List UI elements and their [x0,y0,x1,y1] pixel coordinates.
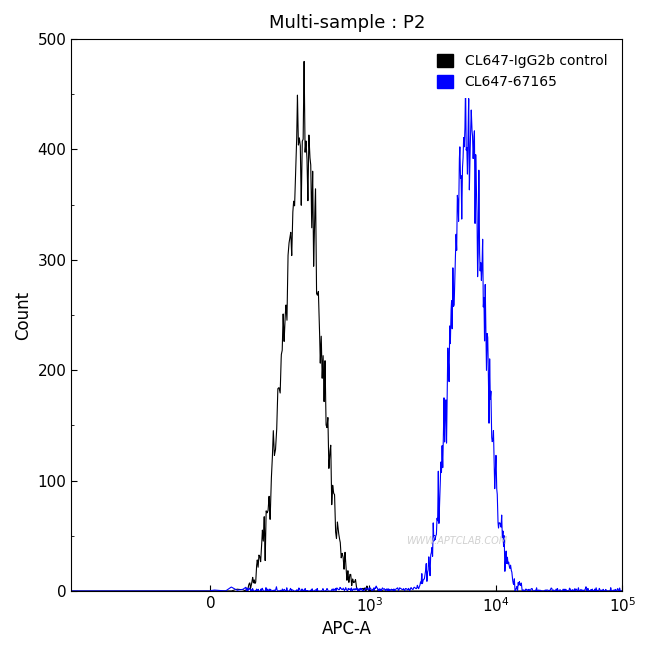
CL647-67165 [254,587,261,595]
Legend: CL647-IgG2b control, CL647-67165: CL647-IgG2b control, CL647-67165 [428,46,616,98]
Title: Multi-sample : P2: Multi-sample : P2 [268,14,425,32]
CL647-IgG2b control [307,173,315,181]
CL647-IgG2b control [476,587,484,595]
CL647-IgG2b control [273,417,281,424]
Line: CL647-IgG2b control: CL647-IgG2b control [72,61,623,591]
CL647-67165 [619,587,627,595]
CL647-IgG2b control [547,587,554,595]
CL647-67165 [68,587,75,595]
CL647-67165 [547,586,554,594]
CL647-IgG2b control [254,558,261,566]
X-axis label: APC-A: APC-A [322,620,372,638]
Text: WWW.APTCLAB.COM: WWW.APTCLAB.COM [406,537,508,546]
CL647-67165 [462,80,469,87]
CL647-67165 [476,256,484,263]
CL647-67165 [273,585,281,593]
CL647-IgG2b control [552,587,560,595]
Line: CL647-67165: CL647-67165 [72,83,623,591]
CL647-IgG2b control [68,587,75,595]
CL647-67165 [552,585,560,593]
Y-axis label: Count: Count [14,290,32,340]
CL647-IgG2b control [619,587,627,595]
CL647-IgG2b control [300,57,308,65]
CL647-67165 [307,586,315,594]
